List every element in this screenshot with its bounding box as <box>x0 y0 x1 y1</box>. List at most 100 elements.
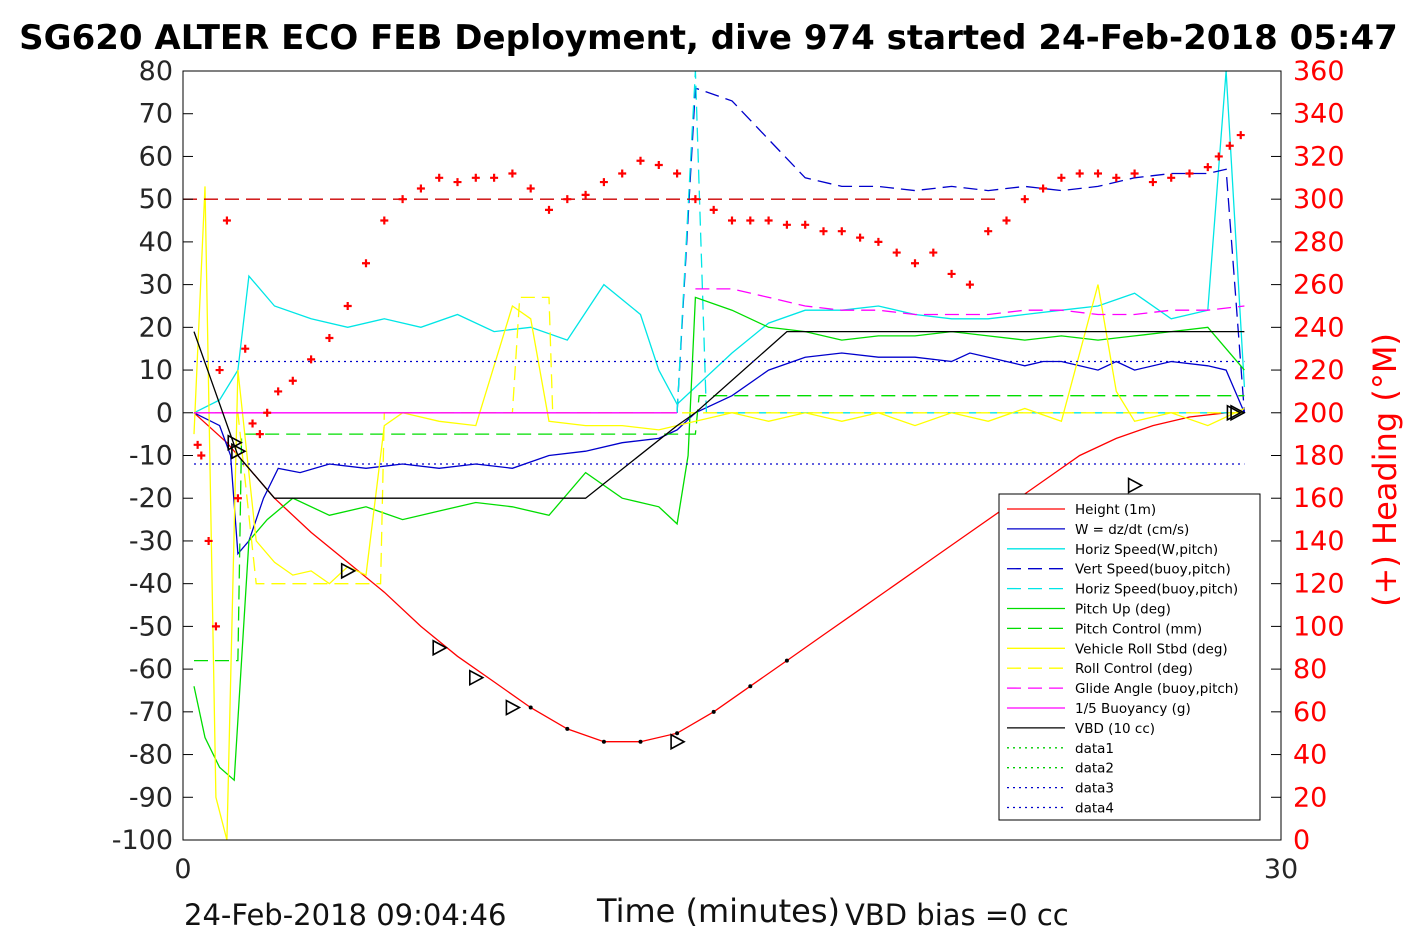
y-tick-label: 0 <box>156 398 173 429</box>
heading-marker <box>325 334 334 343</box>
legend-entry: Horiz Speed(W,pitch) <box>1075 542 1218 558</box>
heading-marker <box>1039 184 1048 193</box>
triangle-marker <box>469 669 485 686</box>
triangle-marker <box>1127 477 1144 494</box>
y-tick-label: 60 <box>139 141 173 172</box>
heading-marker <box>1094 169 1102 178</box>
heading-marker <box>728 216 736 225</box>
series-line-3 <box>676 87 1246 413</box>
heading-marker <box>255 430 264 439</box>
y2-tick-label: 0 <box>1293 825 1310 856</box>
heading-marker <box>211 622 220 631</box>
heading-marker <box>545 205 553 214</box>
heading-marker <box>222 216 231 225</box>
legend-entry: Pitch Control (mm) <box>1075 621 1202 637</box>
heading-marker <box>471 173 480 182</box>
heading-marker <box>581 190 590 199</box>
heading-marker <box>984 227 993 236</box>
series-line-1 <box>193 352 1245 556</box>
y-tick-label: -100 <box>112 825 173 856</box>
triangle-marker <box>670 733 686 751</box>
legend-entry: Pitch Up (deg) <box>1075 602 1171 618</box>
triangle-marker <box>1230 404 1246 422</box>
heading-marker <box>782 220 791 229</box>
y-tick-label: 80 <box>139 56 173 87</box>
heading-marker <box>636 156 645 165</box>
y2-tick-label: 280 <box>1293 227 1345 258</box>
heading-marker <box>204 536 213 545</box>
y2-tick-label: 20 <box>1293 782 1327 813</box>
heading-marker <box>618 169 627 178</box>
heading-marker <box>1185 169 1194 178</box>
heading-marker <box>398 195 407 204</box>
heading-marker <box>343 301 352 310</box>
legend-entry: Vehicle Roll Stbd (deg) <box>1075 641 1228 657</box>
heading-marker <box>874 237 883 246</box>
triangle-marker <box>1226 404 1243 422</box>
legend-entry: Height (1m) <box>1075 502 1156 518</box>
y2-tick-label: 260 <box>1293 270 1345 301</box>
heading-marker <box>947 269 956 278</box>
y2-tick-label: 320 <box>1293 141 1345 172</box>
heading-marker <box>248 419 257 428</box>
heading-marker <box>274 387 283 396</box>
heading-marker <box>819 227 828 236</box>
legend-entry: VBD (10 cc) <box>1075 721 1155 737</box>
heading-marker <box>563 195 572 204</box>
heading-marker <box>380 216 389 225</box>
heading-marker <box>1225 141 1234 150</box>
height-dot <box>528 705 533 710</box>
y2-tick-label: 140 <box>1293 526 1345 557</box>
series-line-7 <box>193 186 1245 841</box>
chart-title: SG620 ALTER ECO FEB Deployment, dive 974… <box>19 18 1398 58</box>
heading-marker <box>1203 163 1212 172</box>
y2-tick-label: 240 <box>1293 312 1345 343</box>
legend: Height (1m) W = dz/dt (cm/s) Horiz Speed(W… <box>998 493 1261 821</box>
heading-marker <box>709 205 718 214</box>
x-tick-label: 30 <box>1264 854 1298 885</box>
y2-tick-label: 120 <box>1293 569 1345 600</box>
y-tick-label: 10 <box>139 355 173 386</box>
height-dot <box>711 709 716 714</box>
y2-tick-label: 160 <box>1293 483 1345 514</box>
y2-tick-label: 200 <box>1293 398 1345 429</box>
legend-entry: data2 <box>1075 761 1114 777</box>
legend-entry: data4 <box>1075 801 1114 817</box>
height-dot <box>675 731 680 736</box>
legend-entry: Glide Angle (buoy,pitch) <box>1075 681 1239 697</box>
y-tick-label: -40 <box>129 569 173 600</box>
y-tick-label: 70 <box>139 99 173 130</box>
legend-entry: Horiz Speed(buoy,pitch) <box>1075 582 1238 598</box>
series-line-9 <box>695 288 1245 316</box>
series-line-6 <box>194 395 1245 662</box>
heading-marker <box>453 178 462 187</box>
heading-marker <box>435 173 444 182</box>
heading-marker <box>911 259 919 268</box>
heading-marker <box>1002 216 1011 225</box>
heading-marker <box>307 355 316 364</box>
heading-marker <box>929 248 938 257</box>
heading-marker <box>1075 169 1084 178</box>
heading-marker <box>965 280 974 289</box>
y2-tick-label: 360 <box>1293 56 1345 87</box>
heading-marker <box>233 494 242 503</box>
series-line-5 <box>193 296 1245 782</box>
y-tick-label: -90 <box>129 782 173 813</box>
y2-tick-label: 100 <box>1293 611 1345 642</box>
y-tick-label: -70 <box>129 697 173 728</box>
heading-marker <box>197 451 206 460</box>
legend-entry: Roll Control (deg) <box>1075 661 1193 677</box>
x-axis-label: Time (minutes) <box>597 892 840 930</box>
y2-tick-label: 300 <box>1293 184 1345 215</box>
y2-tick-label: 40 <box>1293 740 1327 771</box>
y-tick-label: -80 <box>129 740 173 771</box>
heading-marker <box>215 366 224 375</box>
plot-area <box>183 70 1246 841</box>
y2-axis-label: (+) Heading (°M) <box>1366 333 1404 607</box>
heading-marker <box>1148 178 1157 187</box>
series-line-2 <box>193 70 1246 414</box>
heading-marker <box>673 169 682 178</box>
height-dot <box>784 658 789 663</box>
triangle-marker <box>231 442 247 460</box>
